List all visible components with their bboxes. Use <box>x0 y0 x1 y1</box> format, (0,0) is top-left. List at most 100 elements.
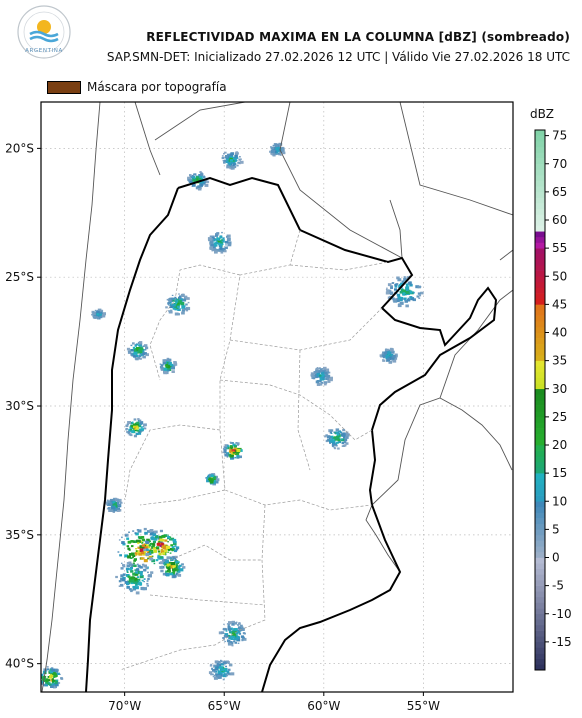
echo-pixel <box>198 174 202 178</box>
border-paraguay-brazil <box>389 199 403 259</box>
colorbar-step <box>535 636 545 643</box>
colorbar-step <box>535 512 545 519</box>
echo-pixel <box>394 285 398 288</box>
colorbar-step <box>535 585 545 592</box>
echo-pixel <box>173 542 177 546</box>
echo-pixel <box>141 542 144 544</box>
echo-pixel <box>113 505 116 508</box>
echo-pixel <box>184 295 188 298</box>
echo-pixel <box>166 362 169 364</box>
echo-pixel <box>126 585 129 588</box>
echo-pixel <box>326 370 330 373</box>
echo-pixel <box>182 566 186 569</box>
echo-pixel <box>157 556 161 559</box>
lat-tick-label: 35°S <box>5 528 34 542</box>
echo-pixel <box>59 673 61 675</box>
colorbar-step <box>535 326 545 333</box>
echo-pixel <box>147 557 150 560</box>
echo-pixel <box>341 441 345 445</box>
echo-pixel <box>271 149 275 154</box>
echo-pixel <box>233 638 236 640</box>
echo-pixel <box>345 442 349 445</box>
echo-pixel <box>145 566 148 569</box>
echo-pixel <box>277 152 280 154</box>
echo-pixel <box>135 550 138 552</box>
echo-pixel <box>162 552 166 555</box>
echo-pixel <box>126 586 130 589</box>
echo-pixel <box>326 435 331 439</box>
echo-pixel <box>227 153 230 156</box>
echo-pixel <box>131 552 135 556</box>
echo-pixel <box>215 241 219 245</box>
echo-pixel <box>243 632 246 635</box>
echo-pixel <box>236 454 240 458</box>
echo-pixel <box>181 563 184 566</box>
echo-pixel <box>129 563 133 566</box>
colorbar-step <box>535 422 545 429</box>
echo-pixel <box>53 676 55 678</box>
echo-pixel <box>235 151 239 154</box>
echo-pixel <box>199 171 202 173</box>
echo-pixel <box>345 436 349 439</box>
echo-pixel <box>209 246 213 250</box>
echo-pixel <box>129 426 133 429</box>
echo-pixel <box>192 174 194 177</box>
echo-pixel <box>118 580 122 583</box>
echo-pixel <box>147 549 150 551</box>
echo-pixel <box>333 446 336 449</box>
echo-pixel <box>216 237 219 239</box>
echo-pixel <box>60 677 63 680</box>
colorbar-step <box>535 467 545 474</box>
echo-pixel <box>329 439 333 443</box>
echo-pixel <box>237 161 240 164</box>
echo-pixel <box>136 563 139 565</box>
colorbar-step <box>535 619 545 626</box>
echo-pixel <box>132 353 134 355</box>
echo-pixel <box>133 576 136 578</box>
echo-pixel <box>382 351 386 354</box>
echo-pixel <box>166 565 170 568</box>
echo-pixel <box>227 634 231 637</box>
echo-pixel <box>327 380 331 383</box>
echo-pixel <box>337 447 340 450</box>
echo-pixel <box>407 297 410 300</box>
echo-pixel <box>229 153 234 157</box>
echo-pixel <box>179 564 182 567</box>
echo-pixel <box>130 570 134 573</box>
echo-pixel <box>173 364 176 367</box>
echo-pixel <box>101 314 106 318</box>
echo-pixel <box>213 237 215 240</box>
echo-pixel <box>167 369 170 371</box>
echo-pixel <box>400 289 403 291</box>
echo-pixel <box>173 362 177 365</box>
echo-pixel <box>138 354 142 357</box>
echo-pixel <box>213 664 217 668</box>
echo-pixel <box>127 545 129 548</box>
echo-pixel <box>55 670 58 673</box>
echo-pixel <box>406 284 409 287</box>
province-borders <box>119 229 389 671</box>
echo-pixel <box>387 351 392 355</box>
echo-pixel <box>152 545 155 548</box>
echo-pixel <box>164 564 166 566</box>
echo-pixel <box>134 577 138 581</box>
echo-pixel <box>229 155 234 159</box>
echo-pixel <box>214 245 217 247</box>
echo-pixel <box>170 558 174 561</box>
echo-pixel <box>41 681 44 684</box>
echo-pixel <box>386 287 388 289</box>
echo-pixel <box>133 351 138 355</box>
echo-pixel <box>137 418 140 421</box>
echo-pixel <box>136 429 139 432</box>
echo-pixel <box>336 435 340 439</box>
echo-pixel <box>152 540 156 544</box>
echo-pixel <box>171 370 175 373</box>
echo-pixel <box>206 477 209 480</box>
echo-pixel <box>170 303 173 306</box>
echo-pixel <box>182 298 187 302</box>
lat-tick-label: 30°S <box>5 399 34 413</box>
echo-pixel <box>274 150 277 153</box>
echo-pixel <box>160 368 163 371</box>
echo-pixel <box>225 628 228 631</box>
echo-pixel <box>169 538 172 541</box>
